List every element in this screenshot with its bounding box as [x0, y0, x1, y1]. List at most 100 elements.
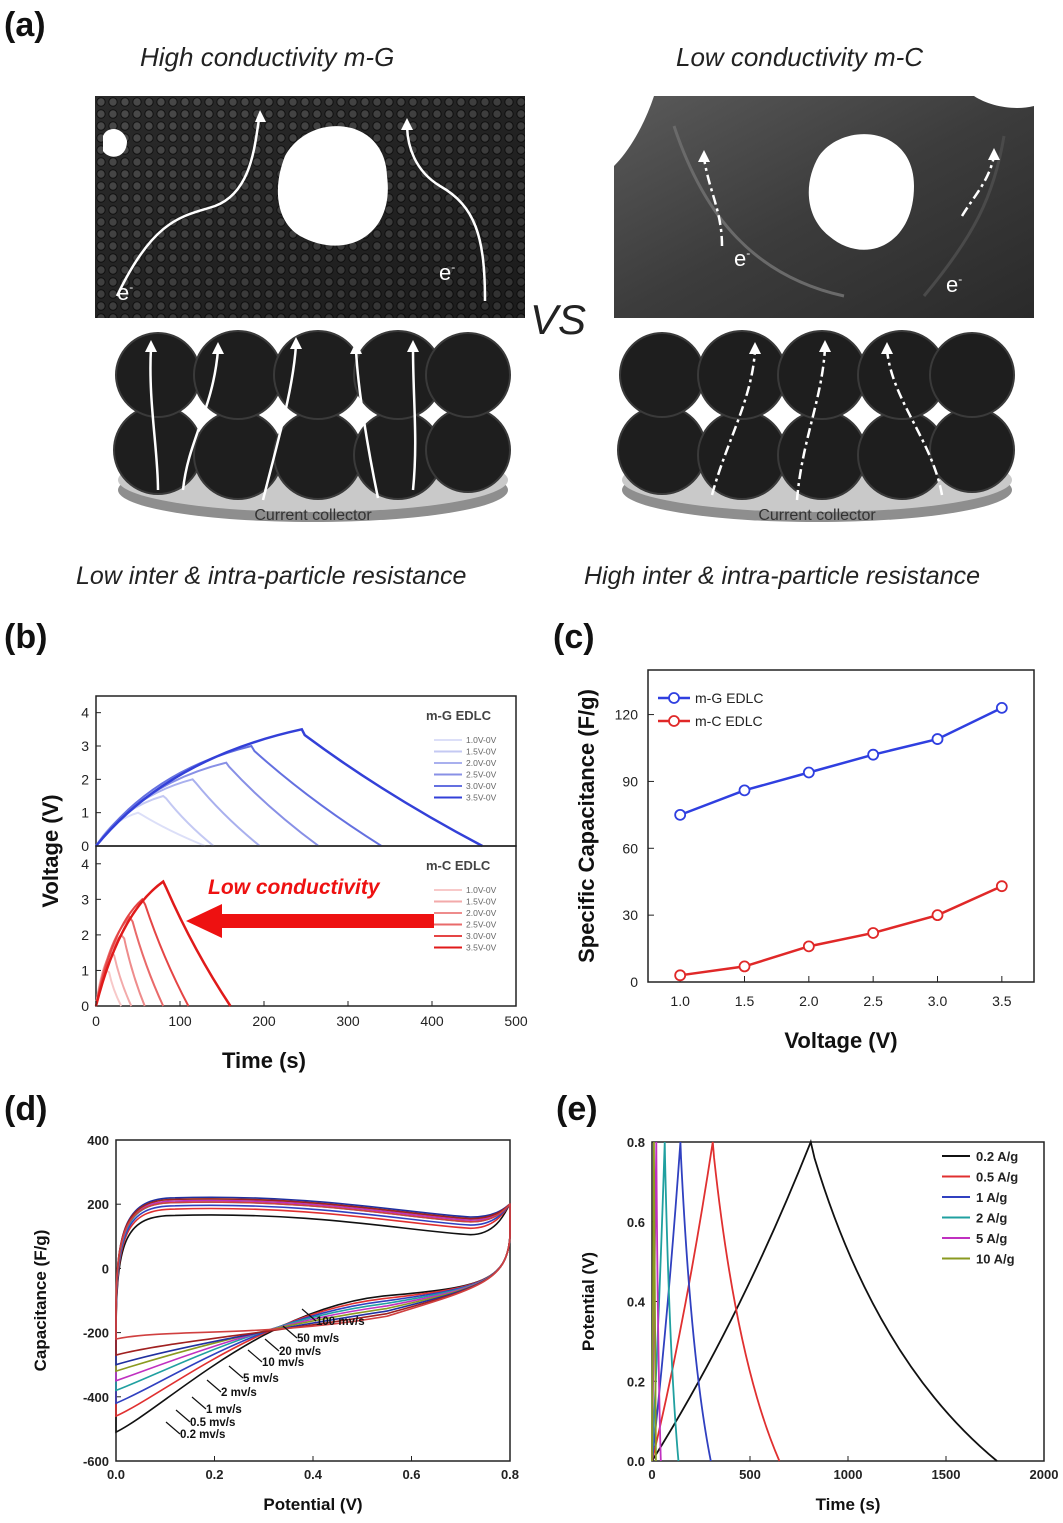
chart-e-legend-label: 0.5 A/g: [976, 1170, 1018, 1185]
chart-c-point: [738, 784, 751, 797]
chart-b-bottom-ytick-label: 3: [81, 891, 89, 907]
chart-e-curve-5 A/g: [651, 1141, 662, 1462]
chart-d-rate-label: 0.2 mv/s: [180, 1429, 225, 1441]
chart-d-frame: [115, 1139, 511, 1462]
chart-b-bottom-legend-label: 1.0V-0V: [466, 885, 497, 895]
chart-e-xlabel: Time (s): [816, 1495, 881, 1514]
chart-b-annotation: Low conductivity: [208, 876, 381, 899]
chart-e-ytick-label: 0.0: [627, 1454, 645, 1469]
svg-text:e-: e-: [946, 272, 962, 297]
chart-c-line-m-G EDLC: [679, 706, 1003, 817]
chart-c-xtick-label: 3.0: [928, 993, 948, 1009]
chart-d-cyclic-voltammetry: 0.0 0.2 0.4 0.6 0.8 -600 -400 -200 0 200 400 100 mv…: [31, 1133, 519, 1514]
chart-c-xtick-label: 2.5: [863, 993, 883, 1009]
chart-b-top-legend-label: 2.5V-0V: [466, 770, 497, 780]
panel-a-right-title: Low conductivity m-C: [676, 42, 924, 72]
chart-b-top-ytick-label: 1: [81, 805, 89, 821]
chart-d-xtick-label: 0.2: [205, 1467, 223, 1482]
chart-c-ytick-label: 30: [622, 907, 638, 923]
chart-e-legend-label: 5 A/g: [976, 1231, 1007, 1246]
chart-c-frame: [647, 669, 1035, 983]
chart-d-xtick-label: 0.4: [304, 1467, 323, 1482]
chart-b-ylabel: Voltage (V): [38, 794, 63, 907]
chart-c-ylabel: Specific Capacitance (F/g): [574, 689, 599, 963]
chart-d-ylabel: Capacitance (F/g): [31, 1230, 50, 1372]
chart-d-label-leader: [206, 1379, 222, 1393]
chart-c-point: [802, 940, 815, 953]
chart-b-top-legend-title: m-G EDLC: [426, 708, 492, 723]
chart-b-bottom-ytick-label: 0: [81, 998, 89, 1014]
chart-d-rate-label: 5 mv/s: [243, 1373, 279, 1385]
chart-b-top-legend-label: 1.0V-0V: [466, 735, 497, 745]
chart-c-xtick-label: 1.0: [670, 993, 690, 1009]
chart-e-ytick-label: 0.8: [627, 1135, 645, 1150]
chart-e-xtick-label: 2000: [1030, 1467, 1059, 1482]
chart-b-bottom-legend-title: m-C EDLC: [426, 858, 491, 873]
chart-c-ytick-label: 120: [615, 707, 639, 723]
chart-b-xtick-label: 200: [252, 1013, 276, 1029]
chart-d-rate-label: 50 mv/s: [297, 1333, 339, 1345]
chart-b-xtick-label: 400: [420, 1013, 444, 1029]
chart-b-top-series-3.0V-0V: [95, 744, 383, 847]
chart-d-rate-label: 0.5 mv/s: [190, 1417, 235, 1429]
chart-d-ytick-label: 400: [87, 1133, 109, 1148]
chart-d-ytick-label: -600: [83, 1454, 109, 1469]
chart-b-xtick-label: 500: [504, 1013, 528, 1029]
chart-d-ytick-label: -400: [83, 1390, 109, 1405]
chart-b-top-legend-label: 1.5V-0V: [466, 747, 497, 757]
chart-b-bottom-frame: [95, 845, 517, 1007]
chart-e-xtick-label: 1000: [834, 1467, 863, 1482]
chart-d-label-leader: [247, 1349, 263, 1363]
svg-text:e-: e-: [439, 260, 455, 285]
chart-b-bottom-series-3.5V-0V: [94, 879, 232, 1007]
vs-label: VS: [530, 296, 587, 343]
chart-e-legend-label: 0.2 A/g: [976, 1149, 1018, 1164]
chart-e-ytick-label: 0.4: [627, 1295, 646, 1310]
chart-c-ytick-label: 60: [622, 840, 638, 856]
chart-b-bottom-legend-label: 2.5V-0V: [466, 920, 497, 930]
chart-b-top-ytick-label: 4: [81, 705, 89, 721]
m-c-structure-illustration: e- e-: [614, 96, 1034, 318]
chart-e-xtick-label: 0: [648, 1467, 655, 1482]
chart-b-bottom-legend-label: 3.5V-0V: [466, 943, 497, 953]
chart-d-label-leader: [301, 1308, 317, 1322]
chart-e-curve-10 A/g: [651, 1141, 657, 1462]
chart-b-bottom-ytick-label: 1: [81, 962, 89, 978]
chart-d-label-leader: [175, 1409, 191, 1423]
chart-d-xtick-label: 0.6: [402, 1467, 420, 1482]
panel-a-left-caption: Low inter & intra-particle resistance: [76, 562, 467, 590]
chart-c-legend-marker: [668, 715, 680, 727]
chart-b-top-legend-label: 3.0V-0V: [466, 781, 497, 791]
chart-b-bottom-ytick-label: 2: [81, 927, 89, 943]
chart-d-rate-label: 100 mv/s: [316, 1316, 365, 1328]
chart-b-top-ytick-label: 2: [81, 771, 89, 787]
chart-e-ytick-label: 0.2: [627, 1374, 645, 1389]
collector-label-right: Current collector: [758, 507, 876, 524]
chart-c-point: [995, 701, 1008, 714]
chart-c-xtick-label: 3.5: [992, 993, 1012, 1009]
m-g-structure-illustration: e- e-: [95, 96, 525, 318]
chart-c-point: [802, 766, 815, 779]
chart-d-label-leader: [165, 1421, 181, 1435]
chart-e-curve-0.2 A/g: [651, 1139, 998, 1462]
chart-d-xtick-label: 0.8: [501, 1467, 519, 1482]
chart-b-bottom-legend-label: 2.0V-0V: [466, 908, 497, 918]
svg-text:e-: e-: [734, 246, 750, 271]
chart-b-top-series-2.5V-0V: [95, 761, 320, 847]
panel-b-letter: (b): [4, 618, 48, 656]
chart-b-top-series-3.5V-0V: [95, 727, 483, 848]
chart-e-curve-1 A/g: [651, 1141, 712, 1462]
chart-c-point: [867, 748, 880, 761]
svg-text:e-: e-: [117, 280, 133, 305]
panel-c-letter: (c): [553, 618, 595, 656]
chart-c-legend-label: m-C EDLC: [695, 713, 763, 729]
chart-c-ytick-label: 0: [630, 974, 638, 990]
chart-c-xlabel: Voltage (V): [784, 1028, 897, 1053]
chart-d-ytick-label: 200: [87, 1197, 109, 1212]
m-g-electrode-illustration: Current collector: [113, 330, 511, 524]
chart-e-ytick-label: 0.6: [627, 1215, 645, 1230]
chart-c-point: [867, 927, 880, 939]
chart-d-xtick-label: 0.0: [107, 1467, 125, 1482]
chart-b-annotation-arrow-shaft: [222, 914, 434, 928]
chart-b-top-ytick-label: 3: [81, 738, 89, 754]
